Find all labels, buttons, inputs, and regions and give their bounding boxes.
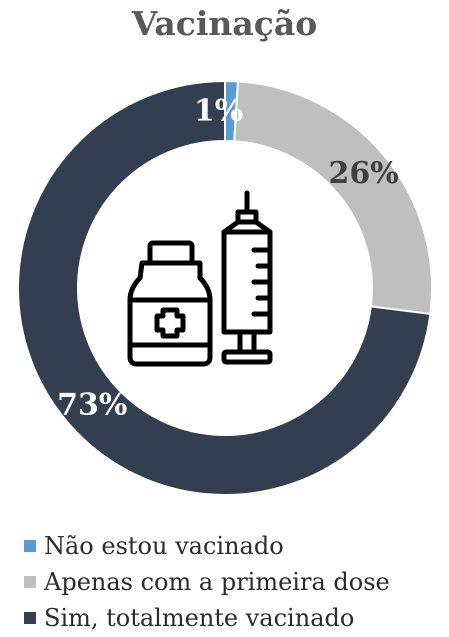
legend-item: Sim, totalmente vacinado: [24, 600, 390, 636]
legend-item: Não estou vacinado: [24, 528, 390, 564]
slice-labels: 1% 26% 73%: [57, 94, 399, 423]
slice-label: 73%: [57, 388, 127, 423]
donut-slice: [233, 80, 433, 316]
legend: Não estou vacinado Apenas com a primeira…: [24, 528, 390, 636]
legend-swatch: [24, 576, 36, 588]
legend-item: Apenas com a primeira dose: [24, 564, 390, 600]
legend-label: Não estou vacinado: [44, 532, 284, 560]
vaccine-bottle-and-syringe-icon: [127, 190, 273, 367]
slice-label: 1%: [194, 94, 243, 129]
legend-label: Sim, totalmente vacinado: [44, 604, 355, 632]
legend-swatch: [24, 612, 36, 624]
donut-slices: [17, 79, 433, 496]
legend-label: Apenas com a primeira dose: [44, 568, 390, 596]
slice-label: 26%: [329, 156, 399, 191]
legend-swatch: [24, 540, 36, 552]
donut-slice: [17, 79, 432, 496]
chart-title: Vacinação: [131, 4, 318, 43]
